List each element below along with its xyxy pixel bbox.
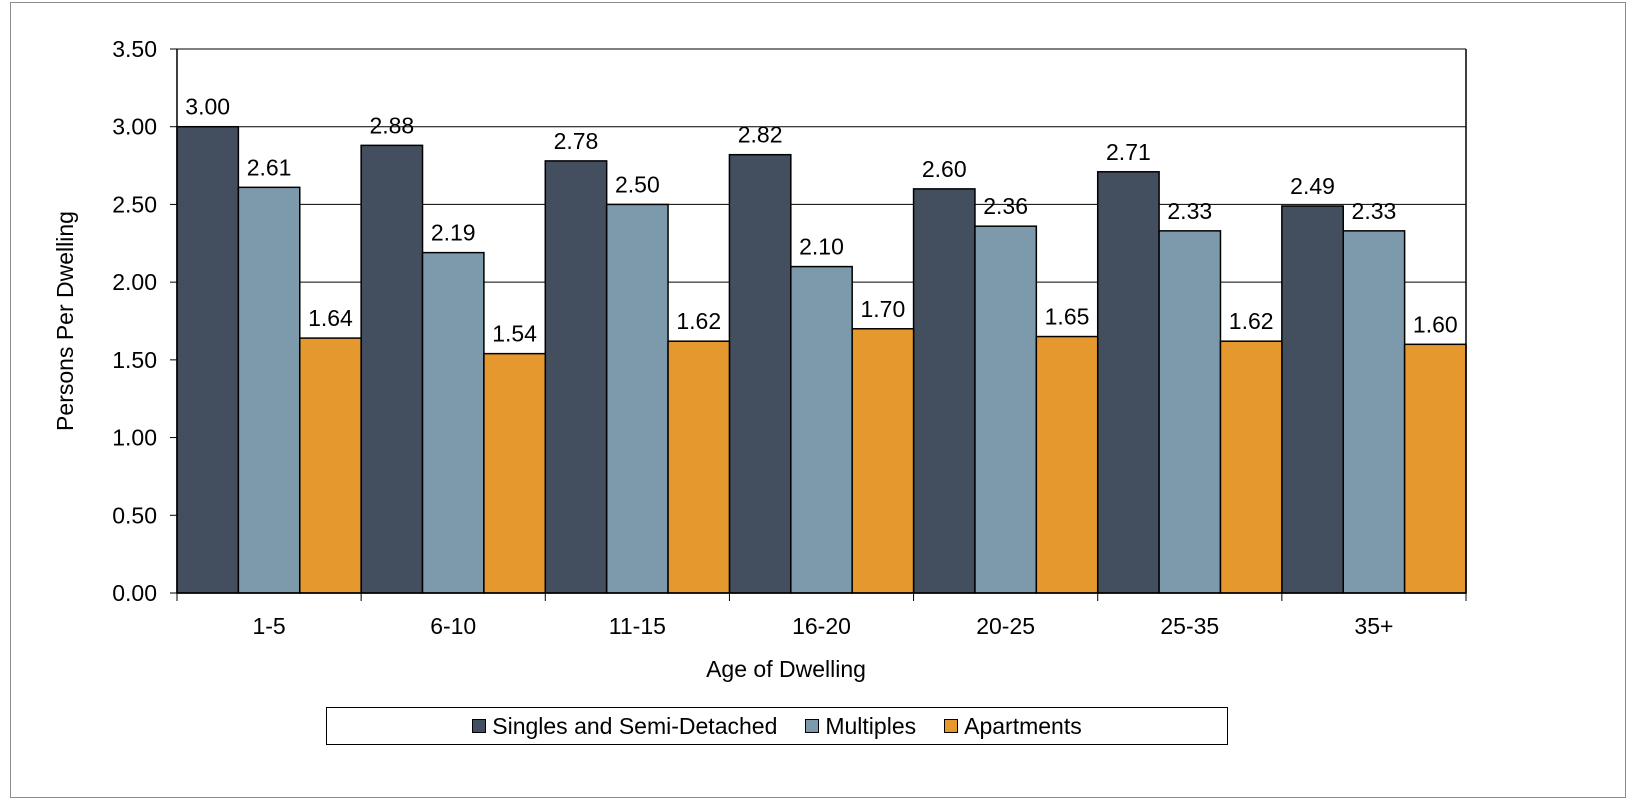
bar <box>605 203 669 594</box>
x-tick-label: 6-10 <box>430 613 476 639</box>
x-axis-title: Age of Dwelling <box>706 656 866 682</box>
data-label: 1.62 <box>1229 308 1274 334</box>
data-label: 2.10 <box>799 234 844 260</box>
legend-swatch <box>805 719 820 733</box>
legend-swatch <box>944 719 959 733</box>
y-tick-label: 3.00 <box>112 114 157 140</box>
x-tick-label: 16-20 <box>792 613 851 639</box>
data-label: 2.36 <box>983 193 1028 219</box>
data-label: 2.71 <box>1106 139 1151 165</box>
bar <box>1219 340 1283 594</box>
legend-item: Apartments <box>944 713 1082 740</box>
bar <box>1158 230 1222 594</box>
bar <box>667 340 731 594</box>
y-tick-label: 0.00 <box>112 580 157 606</box>
bar <box>1342 230 1406 594</box>
data-label: 2.33 <box>1167 198 1212 224</box>
y-tick-label: 3.50 <box>112 36 157 62</box>
data-label: 2.82 <box>738 122 783 148</box>
data-label: 2.61 <box>247 154 292 180</box>
data-labels: 3.00 2.88 2.78 2.82 2.60 2.71 2.49 2.61 2.19 2.50… <box>185 94 1457 347</box>
legend-label: Apartments <box>964 712 1082 739</box>
y-tick-label: 1.00 <box>112 425 157 451</box>
bar <box>237 186 301 594</box>
y-tick-label: 2.50 <box>112 191 157 217</box>
x-tick-label: 25-35 <box>1160 613 1219 639</box>
bar <box>1403 343 1467 594</box>
data-label: 1.62 <box>676 308 721 334</box>
data-label: 1.54 <box>492 321 537 347</box>
data-label: 2.33 <box>1352 198 1397 224</box>
bar <box>1096 171 1160 594</box>
y-tick-label: 2.00 <box>112 269 157 295</box>
bar <box>974 225 1038 594</box>
y-tick-label: 0.50 <box>112 502 157 528</box>
legend-item: Singles and Semi-Detached <box>472 713 777 740</box>
data-label: 3.00 <box>185 94 230 120</box>
data-label: 2.50 <box>615 171 660 197</box>
bars <box>176 125 1467 594</box>
bar <box>483 352 547 594</box>
bar <box>360 144 424 594</box>
axes: 0.00 0.50 1.00 1.50 2.00 2.50 3.00 3.50 1-5 6-10 1… <box>112 36 1467 639</box>
legend-item: Multiples <box>805 713 916 740</box>
data-label: 1.60 <box>1413 311 1458 337</box>
data-label: 2.49 <box>1290 173 1335 199</box>
data-label: 2.19 <box>431 220 476 246</box>
x-tick-label: 35+ <box>1354 613 1393 639</box>
x-tick-label: 1-5 <box>252 613 285 639</box>
legend-label: Multiples <box>825 712 917 739</box>
bar <box>421 251 485 594</box>
bar <box>790 265 853 594</box>
bar <box>912 188 976 594</box>
data-label: 1.64 <box>308 305 353 331</box>
data-label: 1.70 <box>860 296 905 322</box>
bar <box>544 160 608 594</box>
bar <box>1281 205 1344 594</box>
bar <box>176 125 240 594</box>
data-label: 1.65 <box>1045 304 1090 330</box>
x-tick-label: 11-15 <box>609 613 666 639</box>
data-label: 2.78 <box>554 128 599 154</box>
bar <box>1035 335 1099 594</box>
y-tick-label: 1.50 <box>112 347 157 373</box>
legend-swatch <box>472 719 487 733</box>
chart-legend: Singles and Semi-Detached Multiples Apartm… <box>326 707 1228 745</box>
x-tick-label: 20-25 <box>976 613 1035 639</box>
bar <box>728 153 792 594</box>
data-label: 2.60 <box>922 156 967 182</box>
data-label: 2.88 <box>369 112 414 138</box>
bar <box>851 328 915 594</box>
y-axis-title: Persons Per Dwelling <box>52 211 78 431</box>
legend-label: Singles and Semi-Detached <box>492 712 778 739</box>
bar <box>299 337 362 594</box>
